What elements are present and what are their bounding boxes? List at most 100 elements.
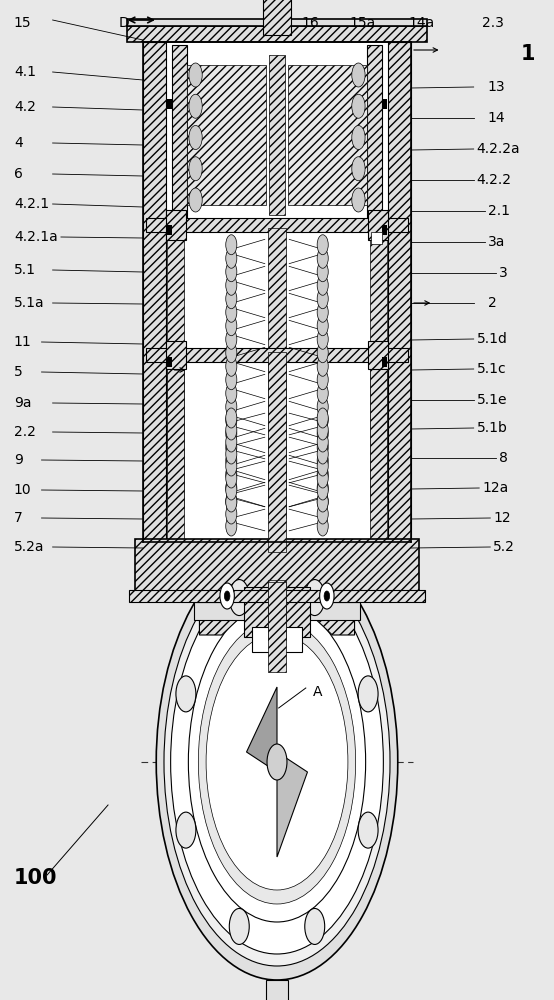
Circle shape [317, 456, 328, 476]
Circle shape [226, 424, 237, 444]
Text: 4.2.2: 4.2.2 [476, 173, 511, 187]
Circle shape [189, 157, 202, 181]
Circle shape [226, 410, 237, 430]
Circle shape [226, 480, 237, 500]
Circle shape [226, 248, 237, 268]
Circle shape [226, 356, 237, 376]
Circle shape [317, 248, 328, 268]
Circle shape [317, 408, 328, 428]
Circle shape [176, 812, 196, 848]
Circle shape [198, 620, 356, 904]
Circle shape [226, 504, 237, 524]
Circle shape [317, 302, 328, 322]
Text: 5.1b: 5.1b [476, 421, 507, 435]
Text: 2.2: 2.2 [14, 425, 35, 439]
Text: 5.2a: 5.2a [14, 540, 44, 554]
Bar [129, 590, 425, 602]
Polygon shape [277, 752, 307, 857]
Bar [382, 225, 387, 235]
Bar [266, 980, 288, 1000]
Circle shape [317, 437, 328, 457]
Circle shape [358, 676, 378, 712]
Circle shape [229, 580, 249, 616]
Circle shape [317, 343, 328, 363]
Circle shape [171, 570, 383, 954]
Circle shape [226, 329, 237, 349]
Polygon shape [199, 597, 254, 635]
Bar [268, 580, 286, 640]
Circle shape [226, 444, 237, 464]
Text: 4: 4 [14, 136, 23, 150]
Bar [288, 65, 367, 205]
Circle shape [226, 491, 237, 511]
Text: 16: 16 [302, 16, 320, 30]
Bar [166, 42, 388, 542]
Circle shape [317, 444, 328, 464]
Text: 5.1a: 5.1a [14, 296, 44, 310]
Text: 5.2: 5.2 [493, 540, 515, 554]
Circle shape [317, 424, 328, 444]
Bar [146, 348, 408, 362]
Circle shape [156, 544, 398, 980]
Circle shape [189, 94, 202, 118]
Text: 14: 14 [488, 111, 505, 125]
Circle shape [226, 343, 237, 363]
Circle shape [226, 397, 237, 417]
Circle shape [224, 591, 230, 601]
Circle shape [317, 262, 328, 282]
Circle shape [226, 302, 237, 322]
Circle shape [226, 235, 237, 255]
Text: 5.1: 5.1 [14, 263, 36, 277]
Bar [167, 238, 387, 508]
Circle shape [226, 478, 237, 498]
Circle shape [206, 634, 348, 890]
Circle shape [226, 437, 237, 457]
Bar [263, 0, 291, 35]
Text: 13: 13 [488, 80, 505, 94]
Bar [370, 238, 387, 508]
Text: 5.1d: 5.1d [476, 332, 507, 346]
Bar [367, 45, 382, 230]
Circle shape [352, 157, 365, 181]
Circle shape [220, 583, 234, 609]
Circle shape [226, 262, 237, 282]
Text: 100: 100 [14, 868, 58, 888]
Circle shape [229, 908, 249, 944]
Circle shape [317, 316, 328, 336]
Bar [135, 539, 419, 594]
Circle shape [226, 456, 237, 476]
Circle shape [324, 591, 330, 601]
Bar [167, 99, 172, 109]
Text: 4.2: 4.2 [14, 100, 35, 114]
Circle shape [317, 432, 328, 452]
Text: 15a: 15a [349, 16, 375, 30]
Polygon shape [301, 597, 355, 635]
Text: 15: 15 [14, 16, 32, 30]
Bar [269, 55, 285, 215]
Bar [166, 210, 186, 240]
Circle shape [226, 492, 237, 512]
Text: 4.2.2a: 4.2.2a [476, 142, 520, 156]
Circle shape [305, 908, 325, 944]
Text: 4.2.1a: 4.2.1a [14, 230, 58, 244]
Circle shape [352, 94, 365, 118]
Text: 1: 1 [521, 44, 535, 64]
Text: 4.1: 4.1 [14, 65, 36, 79]
Bar [166, 341, 186, 369]
Circle shape [317, 491, 328, 511]
Text: 2: 2 [488, 296, 496, 310]
Circle shape [317, 289, 328, 309]
Circle shape [317, 504, 328, 524]
Bar [127, 19, 427, 26]
Circle shape [317, 468, 328, 488]
Circle shape [317, 383, 328, 403]
Bar [370, 362, 387, 542]
Circle shape [189, 188, 202, 212]
Circle shape [226, 408, 237, 428]
Text: A: A [313, 685, 322, 699]
Circle shape [176, 676, 196, 712]
Text: 5.1c: 5.1c [476, 362, 506, 376]
Text: 9a: 9a [14, 396, 32, 410]
Circle shape [226, 432, 237, 452]
Circle shape [317, 516, 328, 536]
